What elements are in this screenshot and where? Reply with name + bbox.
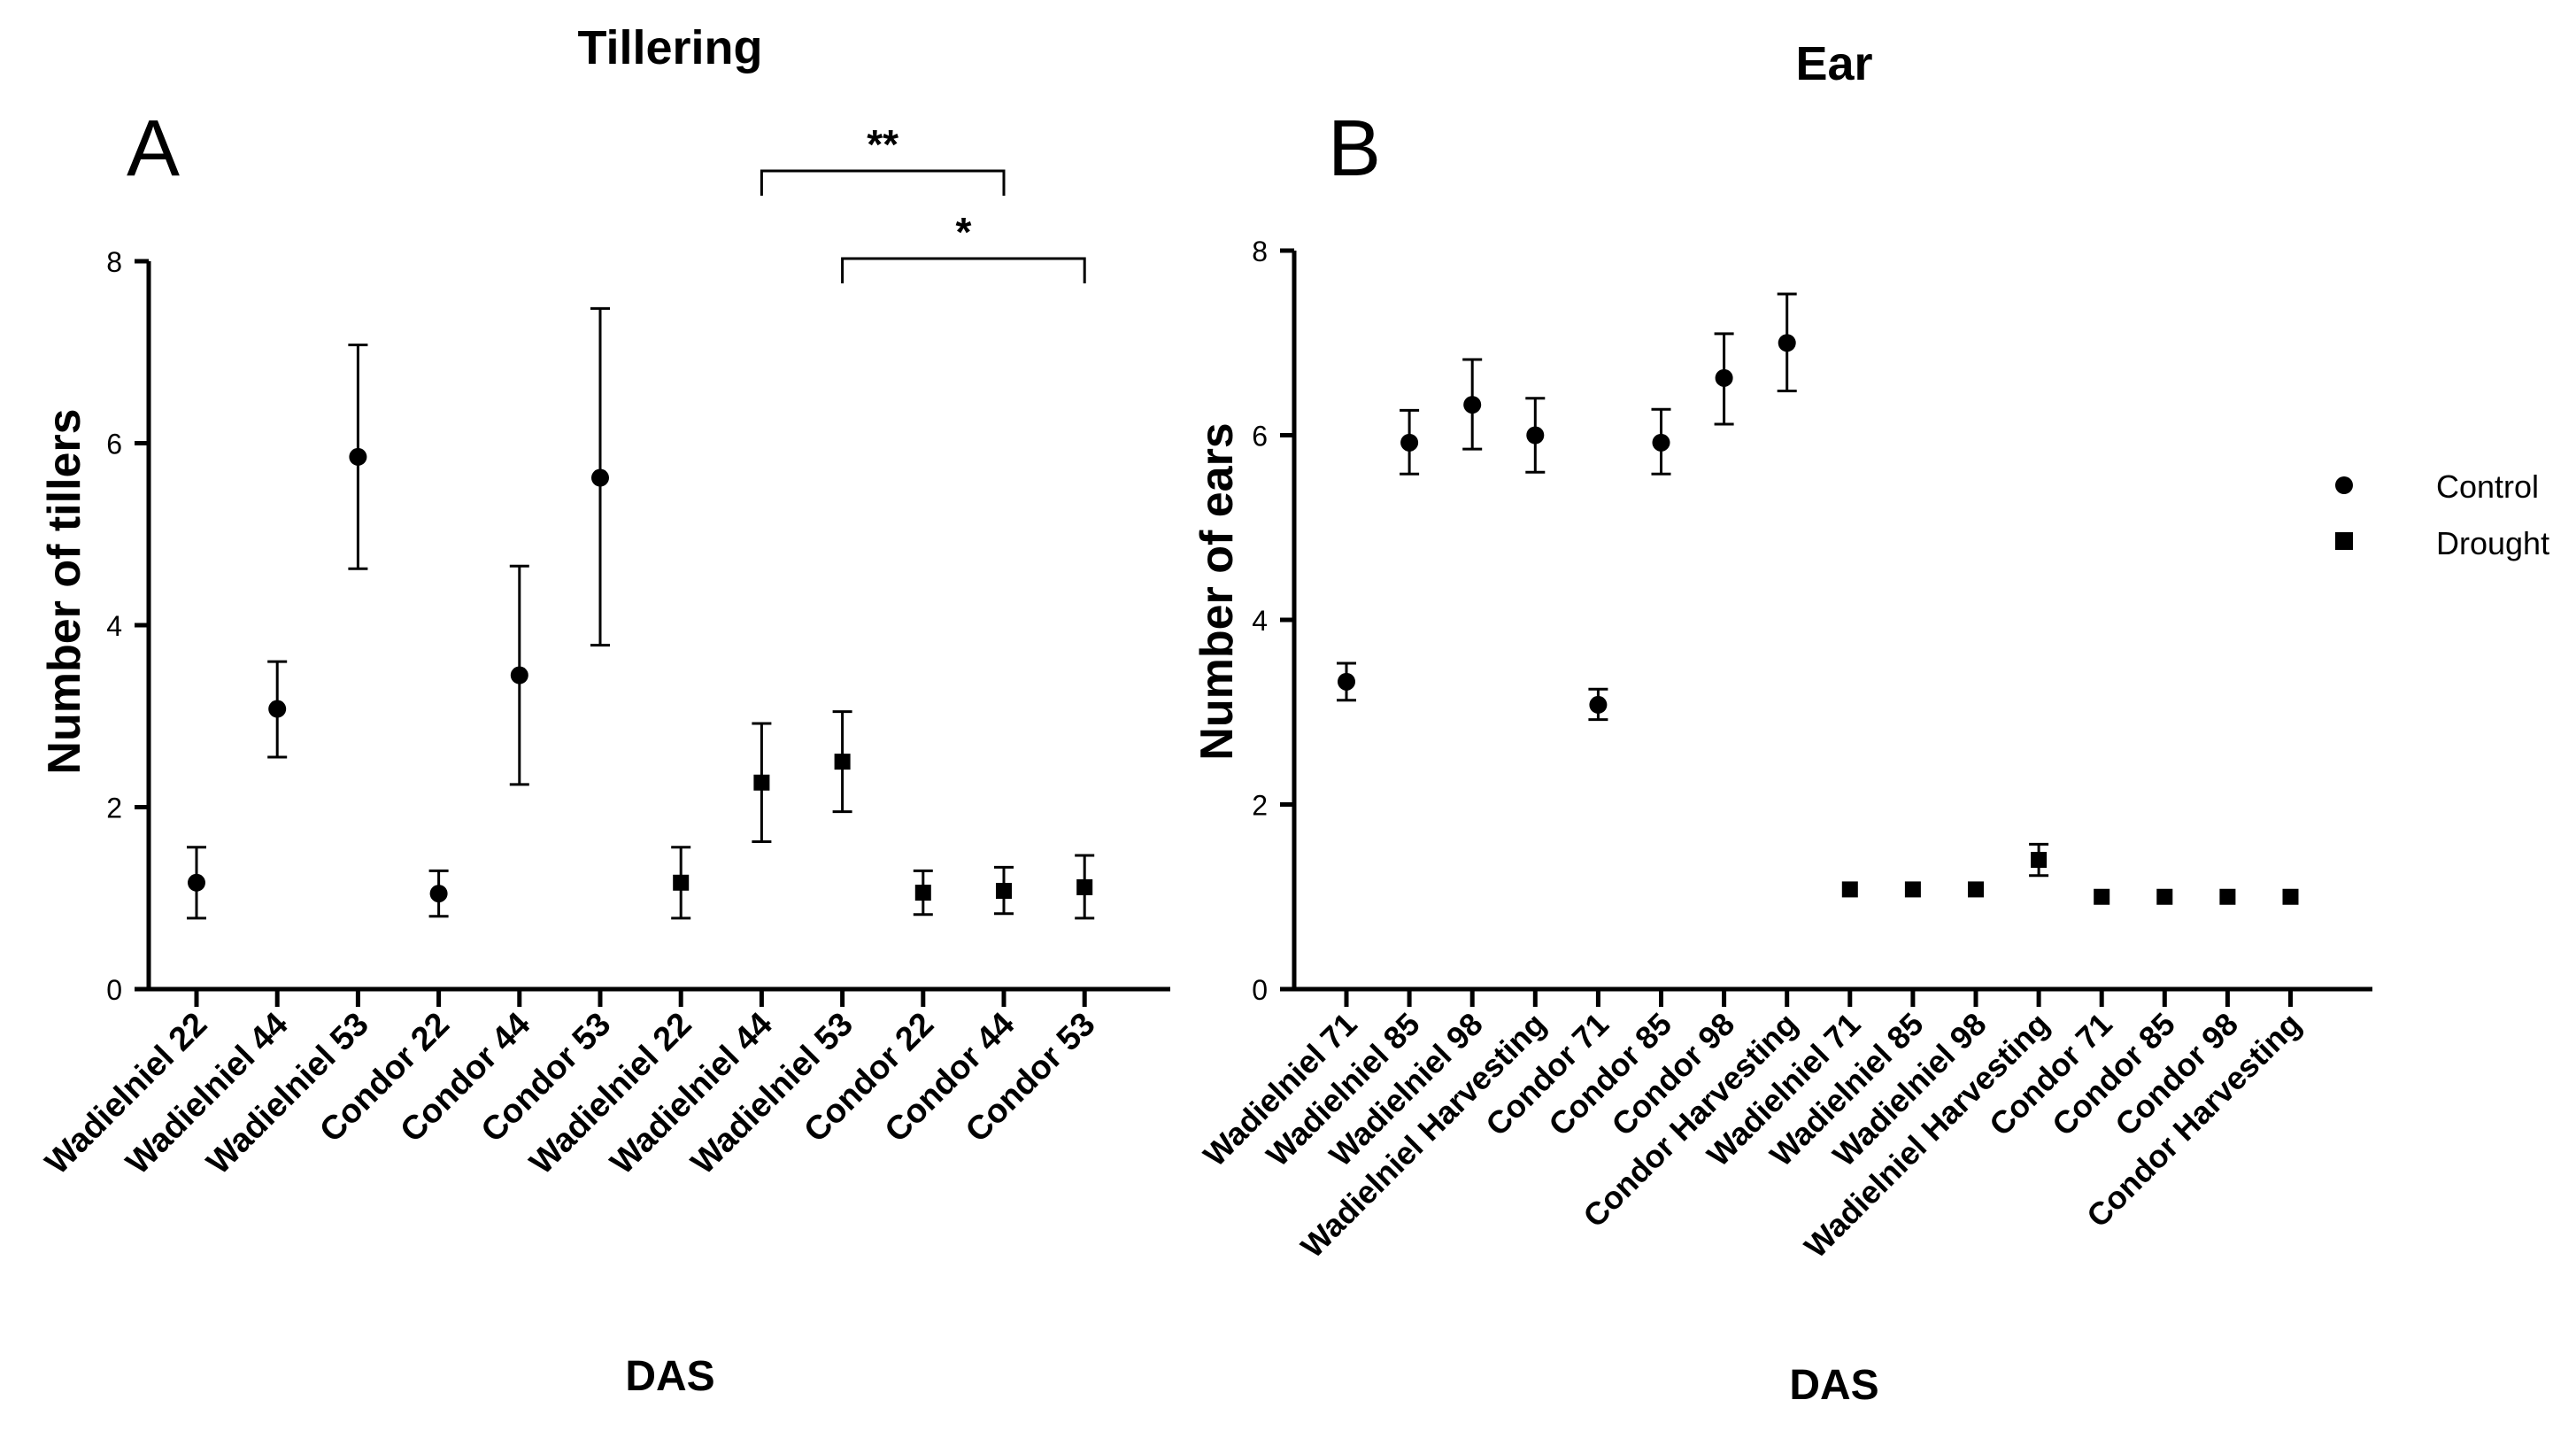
legend-control-marker [2335, 476, 2353, 494]
chart-b-drought-point [2094, 888, 2110, 905]
legend-drought-marker [2335, 532, 2353, 550]
chart-b-control-point [1715, 368, 1733, 387]
chart-b-control-point [1463, 396, 1482, 414]
legend: Control Drought [2335, 468, 2549, 561]
chart-a-drought-point [996, 883, 1012, 900]
chart-a-y-tick-label: 4 [106, 610, 122, 642]
chart-a-y-tick-label: 2 [106, 793, 122, 824]
chart-b-drought-point [1968, 881, 1984, 898]
chart-a-significance-label: ** [867, 121, 899, 167]
chart-a-control-point [268, 700, 287, 718]
chart-a-drought-point [834, 754, 851, 770]
chart-b-control-point [1652, 433, 1670, 452]
chart-a-y-tick-label: 8 [106, 246, 122, 278]
chart-a-significance-label: * [955, 209, 971, 255]
chart-b-control-point [1589, 695, 1608, 714]
chart-b-control-point [1338, 672, 1355, 691]
chart-b-panel-label: B [1328, 104, 1381, 193]
chart-panel-a: Tillering A Number of tillers DAS 02468W… [38, 21, 1170, 1400]
chart-a-control-point [188, 873, 205, 892]
chart-b-control-point [1778, 334, 1796, 352]
chart-b-y-tick-label: 8 [1252, 236, 1268, 267]
chart-b-drought-point [1841, 881, 1858, 898]
chart-b-drought-point [2282, 888, 2299, 905]
chart-b-y-tick-label: 0 [1252, 974, 1268, 1006]
chart-a-y-tick-label: 0 [106, 974, 122, 1006]
chart-b-drought-point [2031, 852, 2048, 869]
chart-a-drought-point [1076, 878, 1093, 895]
chart-b-ylabel: Number of ears [1192, 422, 1243, 760]
chart-a-control-point [510, 666, 528, 685]
chart-b-control-point [1400, 433, 1419, 452]
chart-b-drought-point [2219, 888, 2236, 905]
chart-a-control-point [591, 468, 609, 487]
chart-b-drought-point [2156, 888, 2173, 905]
chart-a-xlabel: DAS [625, 1353, 714, 1400]
chart-a-drought-point [914, 885, 931, 901]
legend-drought-label: Drought [2436, 525, 2549, 561]
chart-b-control-point [1526, 426, 1545, 445]
chart-a-control-point [429, 885, 448, 903]
chart-panel-b: Ear B Number of ears DAS 02468Wadielniel… [1192, 37, 2372, 1409]
chart-a-significance-bracket [841, 257, 1086, 283]
chart-a-title: Tillering [577, 21, 762, 74]
chart-b-xlabel: DAS [1789, 1362, 1878, 1409]
chart-b-y-tick-label: 6 [1252, 421, 1268, 453]
chart-b-y-tick-label: 2 [1252, 790, 1268, 822]
chart-a-drought-point [673, 874, 690, 891]
chart-a-drought-point [753, 774, 770, 791]
chart-a-y-tick-label: 6 [106, 429, 122, 460]
legend-control-label: Control [2436, 468, 2539, 505]
chart-a-ylabel: Number of tillers [39, 408, 90, 774]
chart-a-control-point [349, 447, 367, 466]
chart-b-drought-point [1904, 881, 1921, 898]
chart-a-panel-label: A [127, 104, 180, 193]
chart-b-y-tick-label: 4 [1252, 605, 1268, 637]
chart-b-title: Ear [1795, 37, 1872, 90]
chart-a-significance-bracket [760, 169, 1006, 196]
